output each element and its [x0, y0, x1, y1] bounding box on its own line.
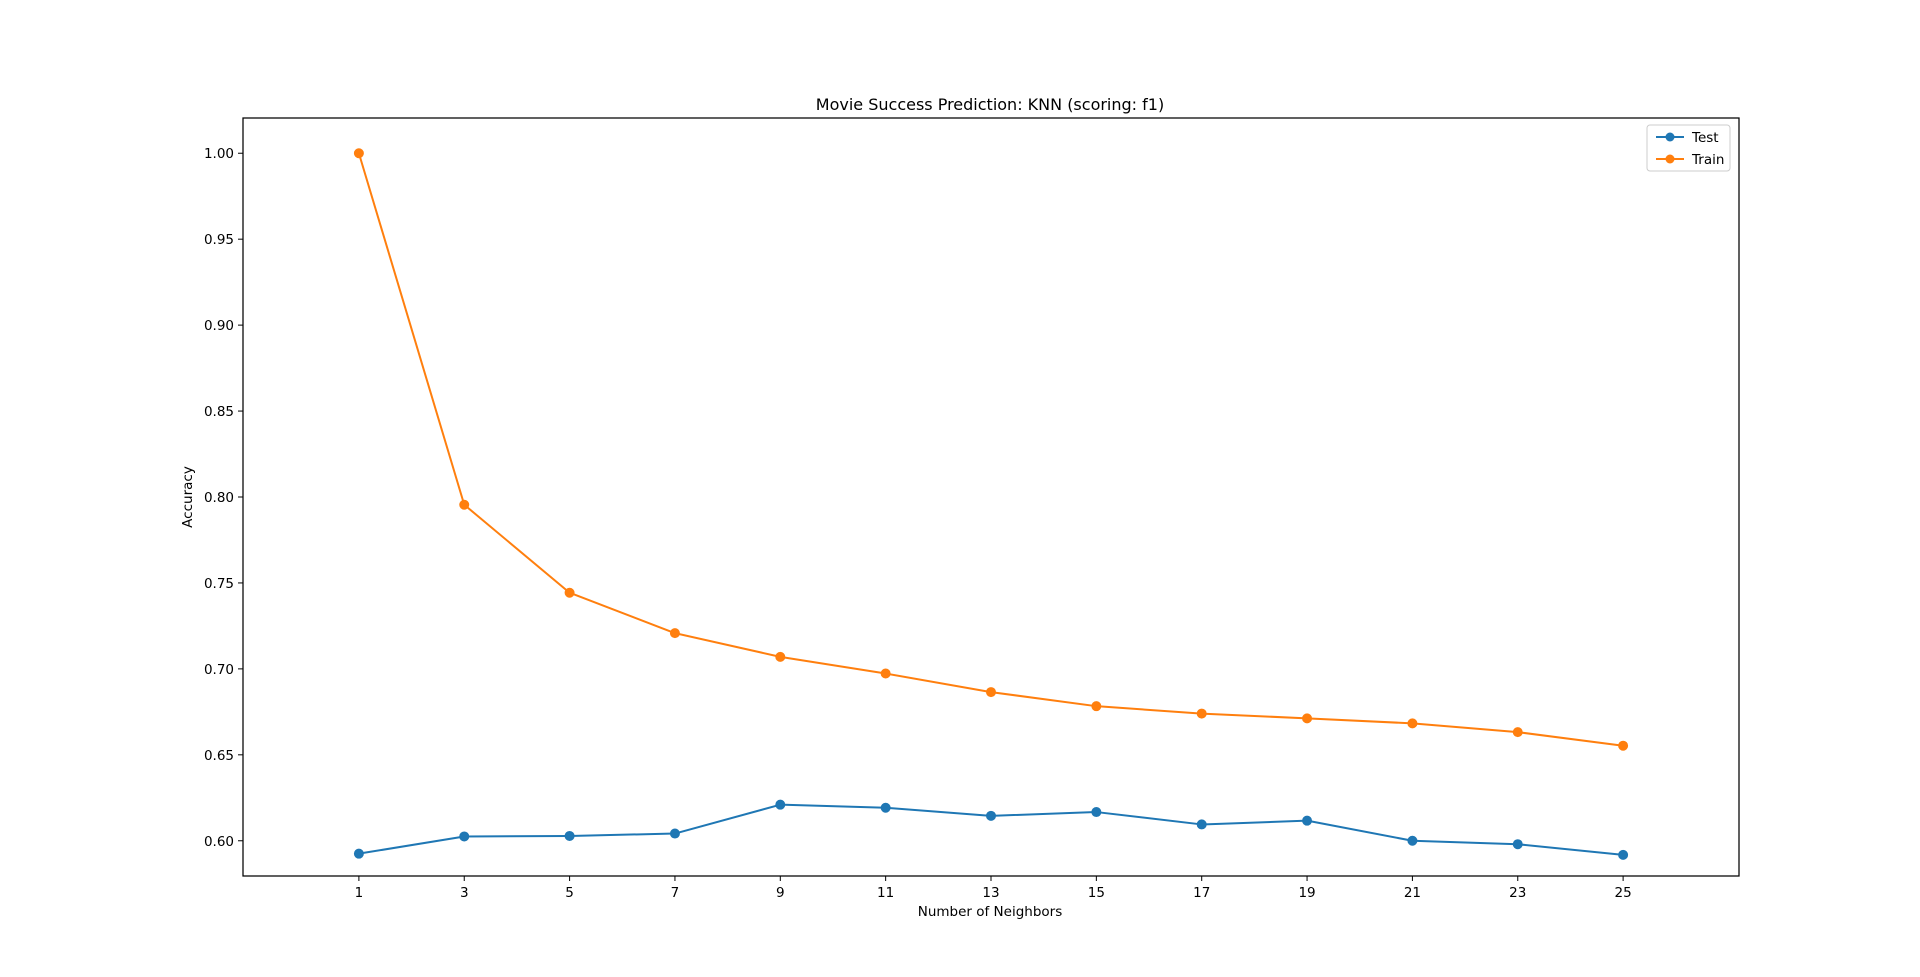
y-tick-label: 1.00 [204, 146, 234, 162]
series-train [353, 148, 1629, 751]
plot-background [243, 118, 1739, 876]
legend-marker-train [1665, 154, 1675, 164]
plot-frame [242, 117, 1740, 877]
data-point-train [1407, 718, 1418, 729]
data-point-train [459, 499, 470, 510]
data-point-test [880, 802, 891, 813]
y-tick-label: 0.85 [204, 404, 234, 420]
x-tick-label: 13 [982, 885, 999, 901]
data-point-test [564, 830, 575, 841]
y-tick-label: 0.80 [204, 490, 234, 506]
data-point-train [1302, 713, 1313, 724]
chart-title: Movie Success Prediction: KNN (scoring: … [816, 95, 1164, 114]
data-point-train [353, 148, 364, 159]
y-tick-label: 0.65 [204, 748, 234, 764]
y-tick-label: 0.95 [204, 232, 234, 248]
data-point-train [1512, 727, 1523, 738]
legend-label-test: Test [1691, 130, 1719, 146]
x-tick-label: 3 [460, 885, 469, 901]
series-test [353, 799, 1629, 860]
legend-marker-test [1665, 132, 1675, 142]
data-point-train [1618, 740, 1629, 751]
x-tick-label: 15 [1088, 885, 1105, 901]
data-point-train [880, 668, 891, 679]
y-axis-label: Accuracy [180, 466, 196, 528]
plot-area [243, 118, 1739, 876]
y-tick-label: 0.90 [204, 318, 234, 334]
y-tick-label: 0.75 [204, 576, 234, 592]
y-tick-label: 0.70 [204, 662, 234, 678]
x-tick-label: 21 [1404, 885, 1421, 901]
data-point-train [1091, 701, 1102, 712]
x-tick-label: 1 [355, 885, 364, 901]
data-point-test [775, 799, 786, 810]
data-point-test [1407, 835, 1418, 846]
data-point-train [564, 587, 575, 598]
data-point-train [669, 628, 680, 639]
y-axis: 0.60 0.65 0.70 0.75 0.80 0.85 0.90 0.95 1.00 [204, 146, 243, 850]
x-axis-label: Number of Neighbors [918, 904, 1063, 920]
data-point-test [1512, 839, 1523, 850]
data-point-test [669, 828, 680, 839]
data-point-test [1618, 849, 1629, 860]
data-point-train [1196, 708, 1207, 719]
x-tick-label: 5 [565, 885, 574, 901]
legend-label-train: Train [1691, 152, 1724, 168]
data-point-test [459, 831, 470, 842]
x-tick-label: 25 [1615, 885, 1632, 901]
data-point-train [986, 687, 996, 698]
data-point-test [1091, 807, 1102, 818]
y-tick-label: 0.60 [204, 834, 234, 850]
x-tick-label: 11 [877, 885, 894, 901]
x-tick-label: 23 [1509, 885, 1526, 901]
legend: Test Train [1646, 124, 1731, 172]
data-point-test [986, 810, 996, 821]
x-tick-label: 17 [1193, 885, 1210, 901]
data-point-test [1196, 819, 1207, 830]
x-axis: 1 3 5 7 9 11 13 15 17 19 21 23 25 [355, 876, 1632, 901]
data-point-test [353, 848, 364, 859]
data-point-train [775, 651, 786, 662]
x-tick-label: 9 [776, 885, 785, 901]
series-layer [353, 148, 1629, 860]
x-tick-label: 19 [1298, 885, 1315, 901]
x-tick-label: 7 [671, 885, 680, 901]
data-point-test [1302, 815, 1313, 826]
